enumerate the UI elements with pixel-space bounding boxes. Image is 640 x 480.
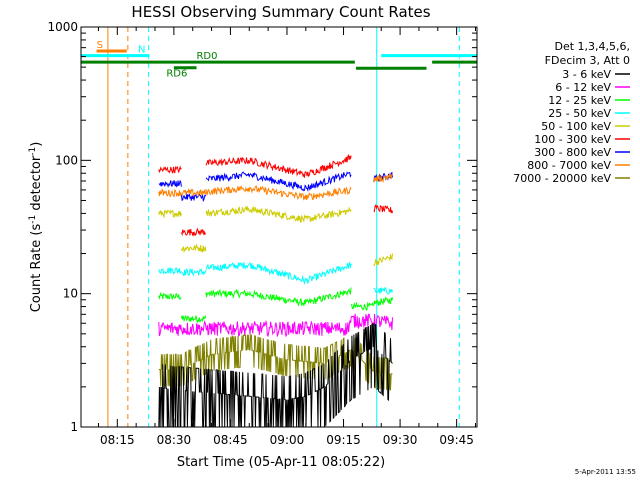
legend-label-3: 12 - 25 keV [548,94,611,107]
axes: 08:15 08:30 08:45 09:00 09:15 09:30 09:45 1 10 10… [47,20,478,447]
x-tick-label-1: 08:15 [100,433,135,447]
series-8-segment-2 [180,187,207,198]
legend-header-line-1: Det 1,3,4,5,6, [554,40,630,53]
legend: Det 1,3,4,5,6, FDecim 3, Att 0 3 - 6 keV… [513,40,630,185]
series-4-segment-2 [181,268,207,277]
y-tick-label-3: 100 [55,153,78,167]
plot-area [107,27,460,428]
series-1-segment-1 [158,323,393,428]
x-tick-label-2: 08:30 [157,433,192,447]
series-2-segment-1 [158,313,393,338]
series-7-segment-3 [205,171,352,192]
flag-label-4: RD0 [196,51,217,62]
series-1 [158,323,393,428]
series-8-segment-4 [373,172,393,183]
series-3-segment-5 [373,296,393,306]
series-3 [158,287,393,324]
series-5-segment-2 [180,243,207,254]
series-8-segment-3 [205,185,352,201]
x-tick-label-7: 09:45 [439,433,474,447]
series-8 [158,172,393,201]
series-5-segment-4 [373,253,393,267]
chart-title: HESSI Observing Summary Count Rates [131,3,430,21]
series-2 [158,313,393,338]
x-tick-label-3: 08:45 [213,433,248,447]
series-5 [158,205,393,267]
legend-label-9: 7000 - 20000 keV [513,172,611,185]
series-3-segment-2 [180,314,207,324]
flag-label-7: RD6 [166,69,187,80]
x-tick-label-5: 09:15 [326,433,361,447]
legend-label-8: 800 - 7000 keV [527,159,611,172]
y-tick-label-4: 1000 [47,20,78,34]
series-4-segment-4 [373,286,393,295]
series-4-segment-3 [205,261,352,285]
series-7-segment-1 [158,179,182,188]
series-5-segment-1 [158,209,182,219]
series-6-segment-3 [205,153,352,178]
y-axis-label: Count Rate (s-1 detector-1) [28,142,44,313]
series-8-segment-1 [158,188,182,198]
series-6 [158,153,393,237]
legend-label-7: 300 - 800 keV [534,146,611,159]
legend-label-5: 50 - 100 keV [541,120,611,133]
y-tick-label-2: 10 [63,287,78,301]
series-6-segment-4 [373,204,393,214]
x-axis-label: Start Time (05-Apr-11 08:05:22) [177,455,385,470]
flag-label-2: N [138,45,145,56]
x-tick-label-6: 09:30 [383,433,418,447]
series-6-segment-1 [158,165,182,174]
plot-frame [80,26,478,428]
legend-label-2: 6 - 12 keV [555,81,611,94]
series-3-segment-1 [158,291,182,300]
x-tick-label-4: 09:00 [270,433,305,447]
series-6-segment-2 [180,227,206,237]
flags-layer: S N RD0 RD6 [81,40,477,80]
y-tick-label-1: 1 [70,420,78,434]
series-3-segment-4 [351,301,374,312]
series-7-segment-2 [180,193,207,202]
series-5-segment-3 [205,205,352,223]
series-4 [158,261,393,295]
series-4-segment-1 [158,267,182,275]
series-3-segment-3 [205,287,352,307]
legend-header-line-2: FDecim 3, Att 0 [545,54,630,67]
legend-label-1: 3 - 6 keV [562,68,611,81]
flag-label-1: S [97,40,103,51]
legend-label-6: 100 - 300 keV [534,133,611,146]
timestamp: 5-Apr-2011 13:55 [575,468,636,476]
legend-label-4: 25 - 50 keV [548,107,611,120]
